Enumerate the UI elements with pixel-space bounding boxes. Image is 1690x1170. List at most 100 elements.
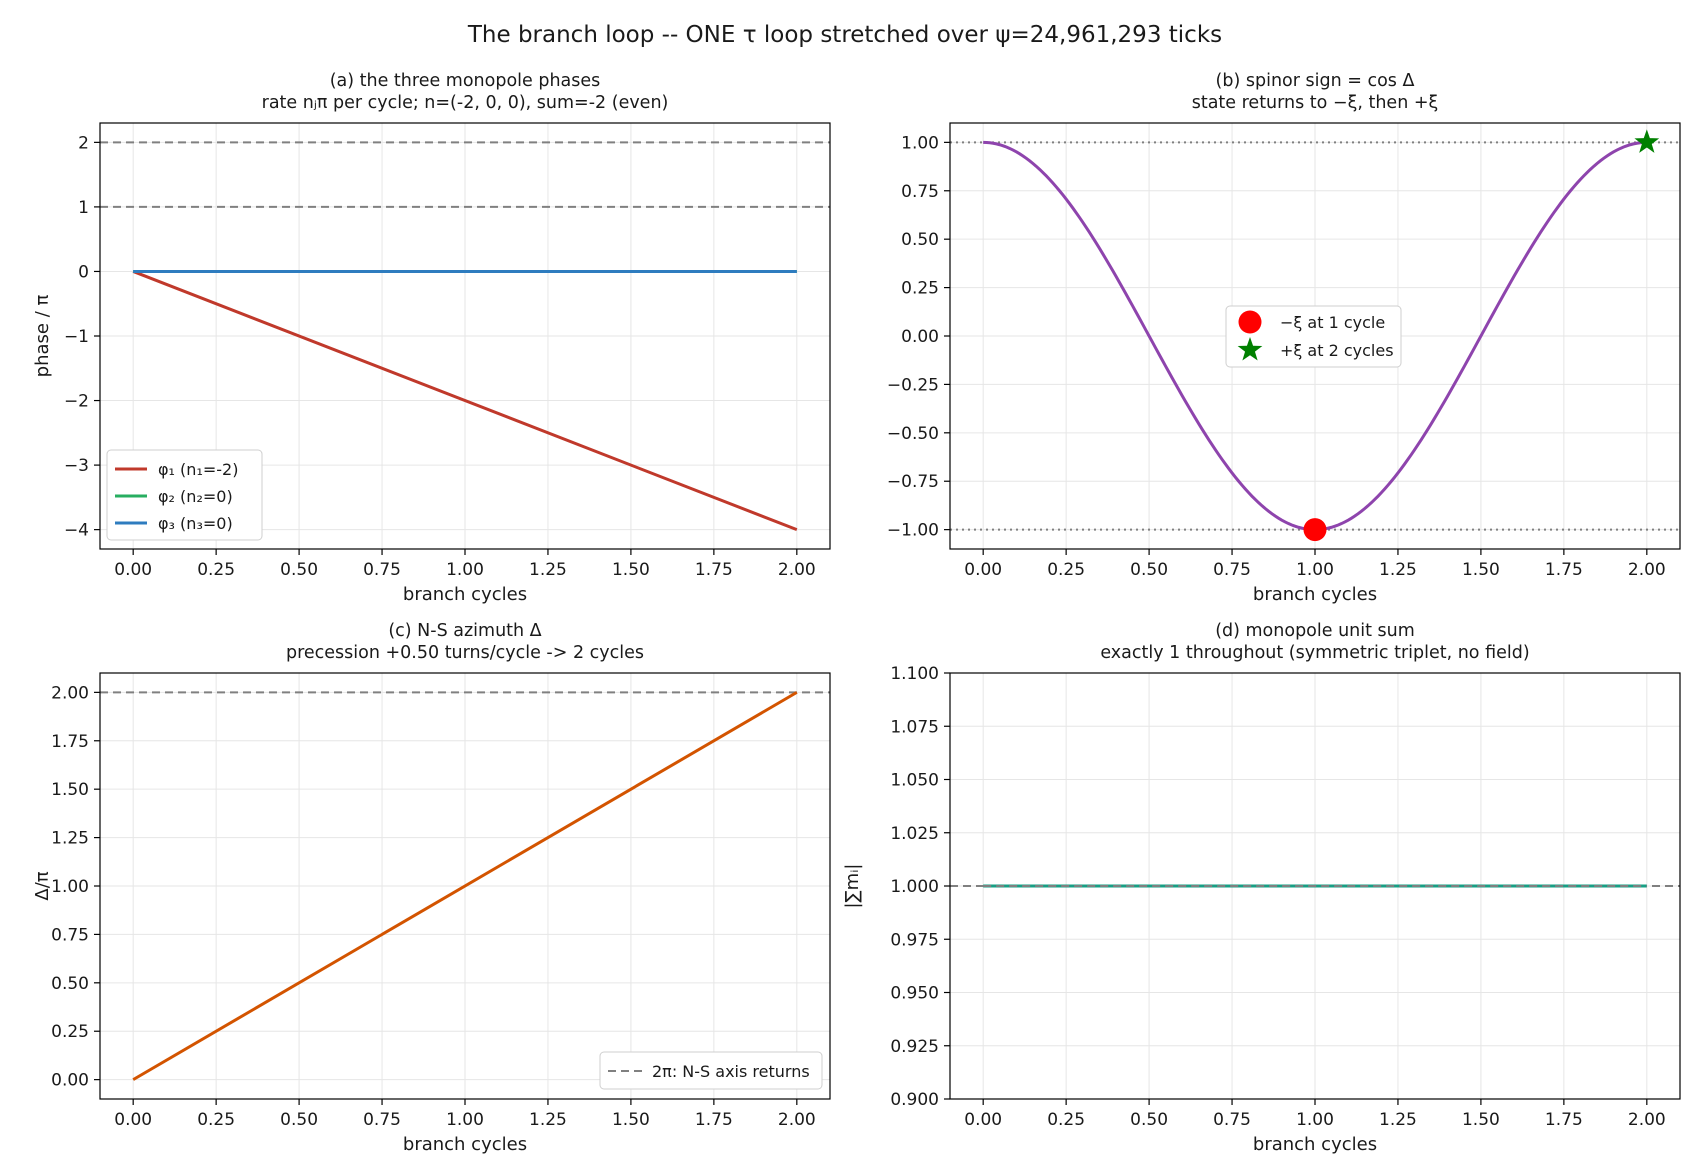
x-tick-label: 1.25: [529, 1110, 567, 1130]
y-tick-label: −2: [64, 392, 89, 412]
grid: [950, 123, 1680, 549]
x-tick-label: 1.25: [1379, 1110, 1417, 1130]
x-tick-label: 0.00: [114, 560, 152, 580]
y-tick-label: 0.25: [901, 279, 939, 299]
y-tick-label: 1.75: [51, 732, 89, 752]
panel-title: (c) N-S azimuth Δ: [388, 621, 541, 641]
x-tick-label: 1.00: [446, 1110, 484, 1130]
x-tick-label: 0.75: [363, 560, 401, 580]
y-tick-label: 0.50: [901, 230, 939, 250]
marker-minus-xi: [1303, 518, 1327, 542]
marker-plus-xi: [1634, 129, 1660, 153]
x-tick-label: 1.75: [695, 1110, 733, 1130]
y-tick-label: 1.075: [890, 717, 939, 737]
panel-title: (b) spinor sign = cos Δ: [1216, 71, 1415, 91]
y-tick-label: 0.75: [51, 925, 89, 945]
panel-subtitle: rate nⱼπ per cycle; n=(-2, 0, 0), sum=-2…: [262, 93, 669, 113]
x-tick-label: 0.00: [114, 1110, 152, 1130]
x-tick-label: 0.25: [197, 1110, 235, 1130]
x-axis-label: branch cycles: [403, 584, 527, 605]
x-tick-label: 1.50: [1462, 560, 1500, 580]
y-tick-label: 0: [78, 262, 89, 282]
legend-label: φ₁ (n₁=-2): [158, 460, 238, 479]
x-tick-label: 0.75: [1213, 560, 1251, 580]
panel-title: (d) monopole unit sum: [1215, 621, 1415, 641]
x-tick-label: 1.50: [612, 1110, 650, 1130]
x-tick-label: 1.75: [1545, 1110, 1583, 1130]
x-tick-label: 0.25: [197, 560, 235, 580]
y-tick-label: 0.900: [890, 1090, 939, 1110]
y-tick-label: −0.50: [887, 424, 939, 444]
x-tick-label: 1.00: [1296, 1110, 1334, 1130]
y-tick-label: −0.75: [887, 472, 939, 492]
x-tick-label: 1.00: [1296, 560, 1334, 580]
x-tick-label: 0.50: [1130, 1110, 1168, 1130]
y-tick-label: 1.100: [890, 664, 939, 684]
y-tick-label: 0.50: [51, 974, 89, 994]
plot-area: [100, 141, 830, 532]
x-axis-label: branch cycles: [1253, 1134, 1377, 1155]
legend-label: −ξ at 1 cycle: [1280, 313, 1385, 332]
x-tick-label: 0.25: [1047, 560, 1085, 580]
x-tick-label: 2.00: [1628, 560, 1666, 580]
y-axis-label: Δ/π: [32, 871, 53, 900]
panel-subtitle: state returns to −ξ, then +ξ: [1192, 93, 1439, 113]
y-tick-label: 1.050: [890, 771, 939, 791]
figure-title: The branch loop -- ONE τ loop stretched …: [467, 22, 1222, 48]
y-tick-label: 1.00: [51, 877, 89, 897]
plot-area: [100, 691, 830, 1081]
y-tick-label: 2.00: [51, 683, 89, 703]
y-tick-label: 1.25: [51, 829, 89, 849]
x-tick-label: 0.50: [1130, 560, 1168, 580]
x-axis-label: branch cycles: [1253, 584, 1377, 605]
panel-subtitle: precession +0.50 turns/cycle -> 2 cycles: [286, 643, 644, 663]
y-tick-label: 0.75: [901, 182, 939, 202]
legend: −ξ at 1 cycle +ξ at 2 cycles: [1225, 305, 1402, 368]
legend-marker-circle: [1238, 310, 1262, 334]
y-tick-label: −1: [64, 327, 89, 347]
legend-box: [1225, 305, 1402, 368]
y-tick-label: 1.000: [890, 877, 939, 897]
series-line-1: [132, 691, 798, 1081]
x-tick-label: 1.75: [1545, 560, 1583, 580]
legend-label: 2π: N-S axis returns: [652, 1062, 810, 1081]
legend: 2π: N-S axis returns: [599, 1051, 823, 1090]
y-tick-label: 0.25: [51, 1022, 89, 1042]
x-tick-label: 2.00: [1628, 1110, 1666, 1130]
y-tick-label: 1.025: [890, 824, 939, 844]
y-tick-label: 1.00: [901, 133, 939, 153]
legend-box: [106, 449, 263, 541]
legend: φ₁ (n₁=-2) φ₂ (n₂=0) φ₃ (n₃=0): [106, 449, 263, 541]
x-tick-label: 0.00: [964, 560, 1002, 580]
x-tick-label: 0.50: [280, 1110, 318, 1130]
x-tick-label: 1.50: [612, 560, 650, 580]
y-tick-label: 0.975: [890, 930, 939, 950]
y-tick-label: 0.950: [890, 984, 939, 1004]
x-tick-label: 1.50: [1462, 1110, 1500, 1130]
x-tick-label: 0.75: [1213, 1110, 1251, 1130]
x-tick-label: 1.75: [695, 560, 733, 580]
x-tick-label: 2.00: [778, 560, 816, 580]
legend-label: φ₂ (n₂=0): [158, 487, 233, 506]
series-line-1: [132, 270, 798, 532]
y-tick-label: −1.00: [887, 521, 939, 541]
y-tick-label: 0.00: [901, 327, 939, 347]
panel-subtitle: exactly 1 throughout (symmetric triplet,…: [1100, 643, 1529, 663]
x-tick-label: 1.25: [1379, 560, 1417, 580]
y-tick-label: 1.50: [51, 780, 89, 800]
x-tick-label: 1.25: [529, 560, 567, 580]
y-tick-label: 1: [78, 198, 89, 218]
y-axis-label: phase / π: [32, 295, 53, 378]
y-tick-label: 2: [78, 133, 89, 153]
x-tick-label: 0.25: [1047, 1110, 1085, 1130]
legend-marker-star: [1237, 337, 1263, 361]
x-axis-label: branch cycles: [403, 1134, 527, 1155]
x-tick-label: 0.75: [363, 1110, 401, 1130]
y-tick-label: 0.00: [51, 1071, 89, 1091]
legend-label: +ξ at 2 cycles: [1280, 341, 1394, 360]
